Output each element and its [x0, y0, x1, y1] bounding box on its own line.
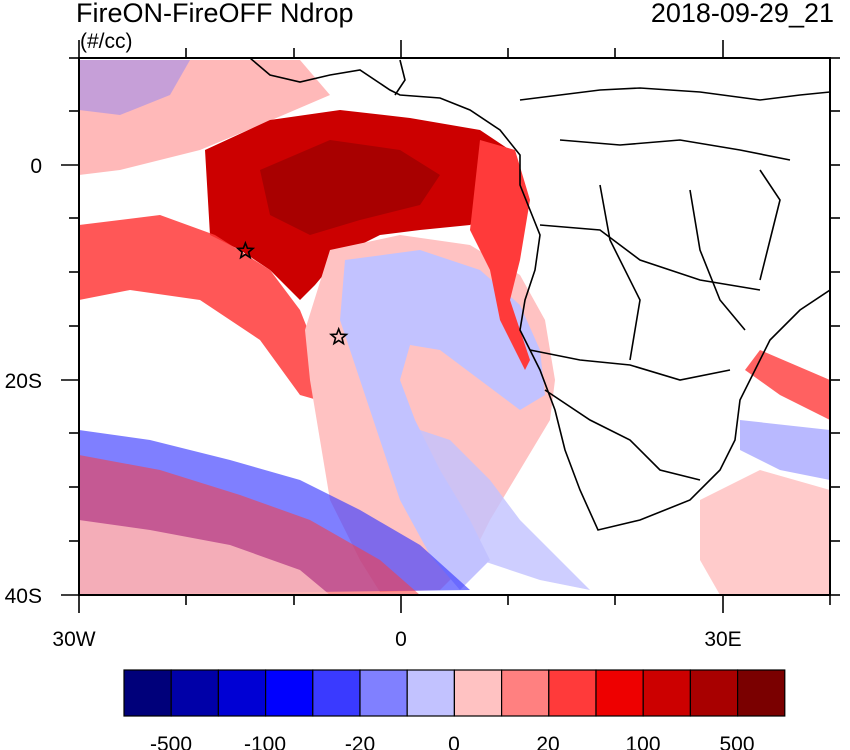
field-south-band-pink	[79, 520, 330, 595]
field-se-streak	[745, 350, 830, 420]
axis-ticks	[61, 40, 840, 613]
datetime-label: 2018-09-29_21	[650, 0, 834, 28]
field-se-blue	[740, 420, 830, 480]
star-markers	[235, 240, 349, 346]
field-red-plume-core	[260, 140, 440, 235]
colorbar-labels: -500 -100 -20 0 20 100 500	[150, 733, 755, 750]
map-title: FireON-FireOFF Ndrop	[76, 0, 354, 28]
colorbar	[123, 669, 786, 717]
colorbar-swatch	[548, 669, 597, 717]
lat-label-0: 0	[30, 155, 42, 178]
colorbar-label-neg20: -20	[345, 733, 375, 750]
field-blue-swirl	[340, 250, 545, 590]
lat-label-20s: 20S	[5, 370, 42, 393]
field-nw-noise	[79, 60, 330, 175]
lat-label-40s: 40S	[5, 585, 42, 608]
lon-label-30w: 30W	[52, 628, 95, 651]
colorbar-swatch	[453, 669, 503, 717]
colorbar-swatch	[501, 669, 550, 717]
colorbar-swatch	[406, 669, 456, 717]
colorbar-swatch	[265, 669, 314, 717]
field-nw-noise-blue	[79, 60, 190, 115]
field-red-plume-light	[79, 215, 335, 405]
lon-label-0: 0	[395, 628, 407, 651]
colorbar-label-100: 100	[625, 733, 660, 750]
field-se-pink	[700, 470, 830, 595]
colorbar-label-500: 500	[719, 733, 754, 750]
colorbar-swatch	[359, 669, 408, 717]
colorbar-swatch	[642, 669, 692, 717]
colorbar-swatch	[736, 669, 786, 717]
units-label: (#/cc)	[80, 30, 133, 53]
colorbar-label-neg500: -500	[150, 733, 192, 750]
colorbar-swatch	[123, 669, 172, 717]
colorbar-label-20: 20	[536, 733, 559, 750]
colorbar-swatch	[312, 669, 361, 717]
coastlines	[249, 58, 830, 531]
colorbar-swatch	[217, 669, 267, 717]
plot-area	[79, 58, 830, 595]
colorbar-swatch	[595, 669, 644, 717]
colorbar-label-0: 0	[448, 733, 460, 750]
colorbar-swatch	[689, 669, 739, 717]
colorbar-label-neg100: -100	[244, 733, 286, 750]
star-marker-north	[235, 240, 256, 260]
star-marker-south	[328, 326, 349, 346]
field-coast-red	[470, 140, 530, 370]
field-blue-swirl-outer	[390, 420, 590, 590]
lon-label-30e: 30E	[704, 628, 741, 651]
colorbar-swatch	[170, 669, 219, 717]
